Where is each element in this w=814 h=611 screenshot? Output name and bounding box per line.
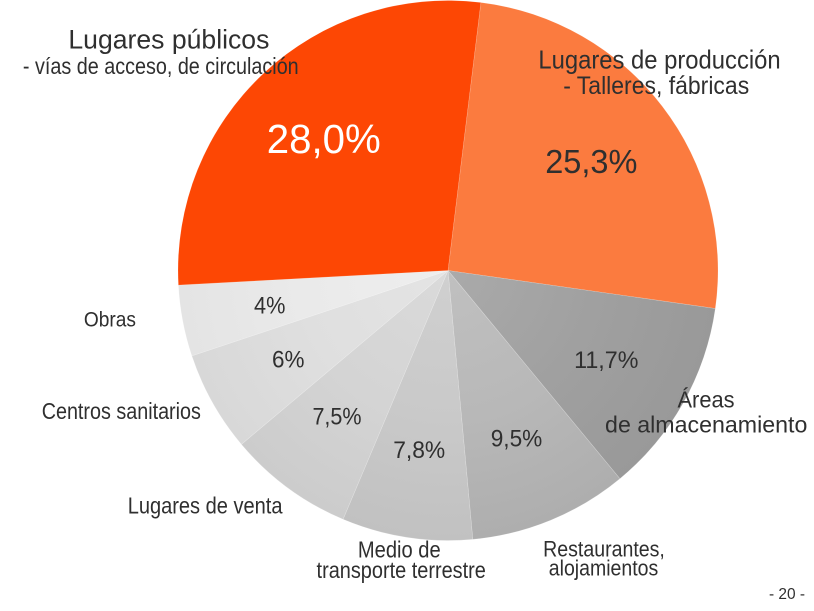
svg-text:28,0%: 28,0% bbox=[267, 116, 381, 162]
svg-text:Medio de: Medio de bbox=[358, 536, 441, 562]
svg-text:Lugares de producción: Lugares de producción bbox=[538, 45, 780, 75]
svg-text:6%: 6% bbox=[272, 348, 305, 374]
svg-text:- 20 -: - 20 - bbox=[769, 586, 805, 603]
svg-text:transporte terrestre: transporte terrestre bbox=[317, 557, 486, 583]
svg-text:9,5%: 9,5% bbox=[491, 427, 543, 453]
svg-text:7,5%: 7,5% bbox=[312, 405, 361, 431]
svg-text:7,8%: 7,8% bbox=[393, 438, 445, 464]
svg-text:11,7%: 11,7% bbox=[574, 348, 638, 374]
svg-text:- vías de acceso, de circulaci: - vías de acceso, de circulación bbox=[23, 53, 299, 79]
svg-text:- Talleres, fábricas: - Talleres, fábricas bbox=[563, 72, 749, 100]
svg-text:Centros sanitarios: Centros sanitarios bbox=[42, 398, 201, 424]
svg-text:Lugares públicos: Lugares públicos bbox=[68, 24, 269, 54]
svg-text:de almacenamiento: de almacenamiento bbox=[605, 411, 807, 437]
svg-text:Restaurantes,: Restaurantes, bbox=[543, 537, 665, 562]
svg-text:25,3%: 25,3% bbox=[545, 144, 637, 181]
svg-text:Obras: Obras bbox=[84, 307, 136, 331]
svg-text:alojamientos: alojamientos bbox=[549, 556, 658, 581]
svg-text:Lugares de venta: Lugares de venta bbox=[128, 492, 283, 518]
svg-text:4%: 4% bbox=[254, 294, 285, 320]
svg-text:Áreas: Áreas bbox=[678, 387, 735, 413]
